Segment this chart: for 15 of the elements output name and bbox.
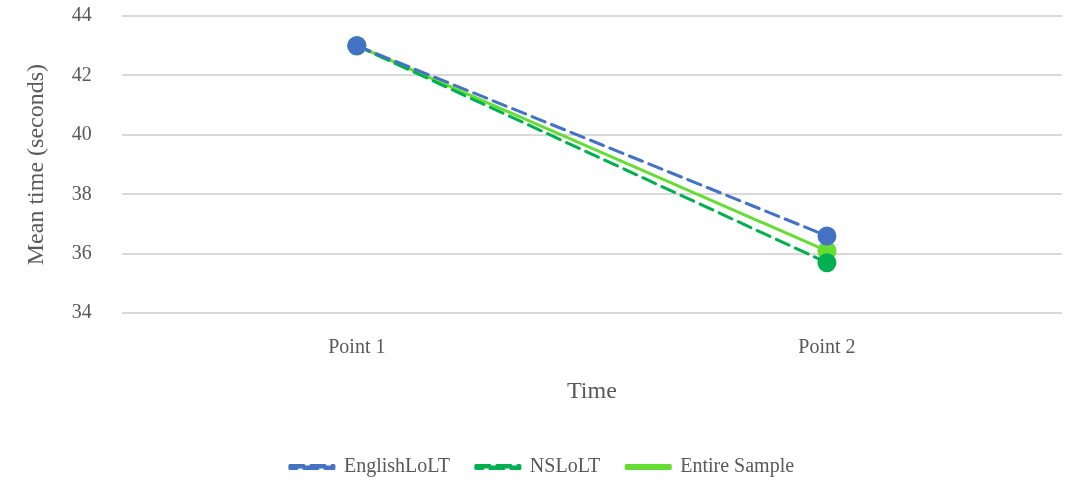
point: [817, 226, 837, 246]
y-tick-label: 34: [71, 300, 92, 323]
y-tick-label: 38: [71, 181, 92, 204]
y-tick-label: 36: [71, 241, 92, 264]
y-axis-title: Mean time (seconds): [21, 63, 48, 266]
legend-label: NSLoLT: [529, 454, 601, 477]
legend-label: EnglishLoLT: [343, 454, 450, 478]
point: [817, 253, 837, 273]
y-tick-label: 42: [71, 62, 92, 85]
y-tick-label: 44: [71, 3, 92, 26]
y-tick-label: 40: [71, 122, 92, 145]
x-tick-label: Point 1: [328, 335, 386, 358]
legend-label: Entire Sample: [680, 454, 795, 478]
x-axis-title: Time: [566, 376, 617, 403]
x-tick-label: Point 2: [798, 335, 856, 358]
